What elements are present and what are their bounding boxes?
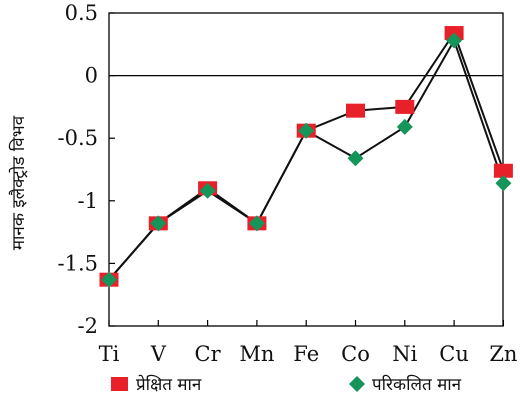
y-tick-label: -2 [78, 314, 98, 338]
y-tick-label: 0 [85, 64, 98, 88]
series-line-0 [108, 30, 505, 281]
data-point-calculated [298, 122, 315, 139]
data-point-observed [493, 163, 513, 178]
data-point-calculated [101, 271, 117, 288]
legend-label-calculated: परिकलित मान [372, 374, 462, 395]
data-point-calculated [199, 182, 216, 199]
y-axis-ticks: 0.5 0 -0.5 -1 -1.5 -2 [58, 1, 115, 338]
y-axis-label: मानक इलैक्ट्रोड विभव [8, 115, 29, 250]
x-tick-label: Ti [99, 342, 120, 366]
data-point-observed [395, 99, 415, 114]
x-tick-label: V [150, 342, 167, 366]
y-tick-label: -1.5 [58, 251, 99, 275]
x-tick-label: Mn [239, 342, 274, 366]
y-tick-label: -0.5 [58, 126, 99, 150]
legend-item-observed: प्रेक्षित मान [111, 374, 202, 395]
legend-marker-calculated [349, 376, 365, 392]
legend: प्रेक्षित मान परिकलित मान [111, 374, 462, 395]
data-point-calculated [495, 175, 512, 192]
data-point-calculated [248, 215, 265, 232]
x-tick-label: Cu [439, 342, 469, 366]
legend-marker-observed [111, 377, 128, 391]
y-tick-label: 0.5 [65, 1, 98, 25]
data-point-calculated [446, 32, 463, 49]
data-point-calculated [347, 150, 364, 167]
x-tick-label: Fe [293, 342, 319, 366]
legend-item-calculated: परिकलित मान [349, 374, 462, 395]
x-tick-label: Cr [195, 342, 222, 366]
series-line-1 [108, 38, 505, 281]
data-point-calculated [396, 118, 413, 135]
data-point-calculated [150, 215, 167, 232]
x-tick-label: Co [341, 342, 370, 366]
x-tick-label: Ni [392, 342, 417, 366]
legend-label-observed: प्रेक्षित मान [136, 374, 202, 395]
x-tick-label: Zn [489, 342, 517, 366]
series-group [99, 26, 513, 288]
x-axis-ticks: Ti V Cr Mn Fe Co Ni Cu Zn [99, 320, 517, 366]
y-tick-label: -1 [78, 189, 98, 213]
data-point-observed [346, 103, 365, 118]
